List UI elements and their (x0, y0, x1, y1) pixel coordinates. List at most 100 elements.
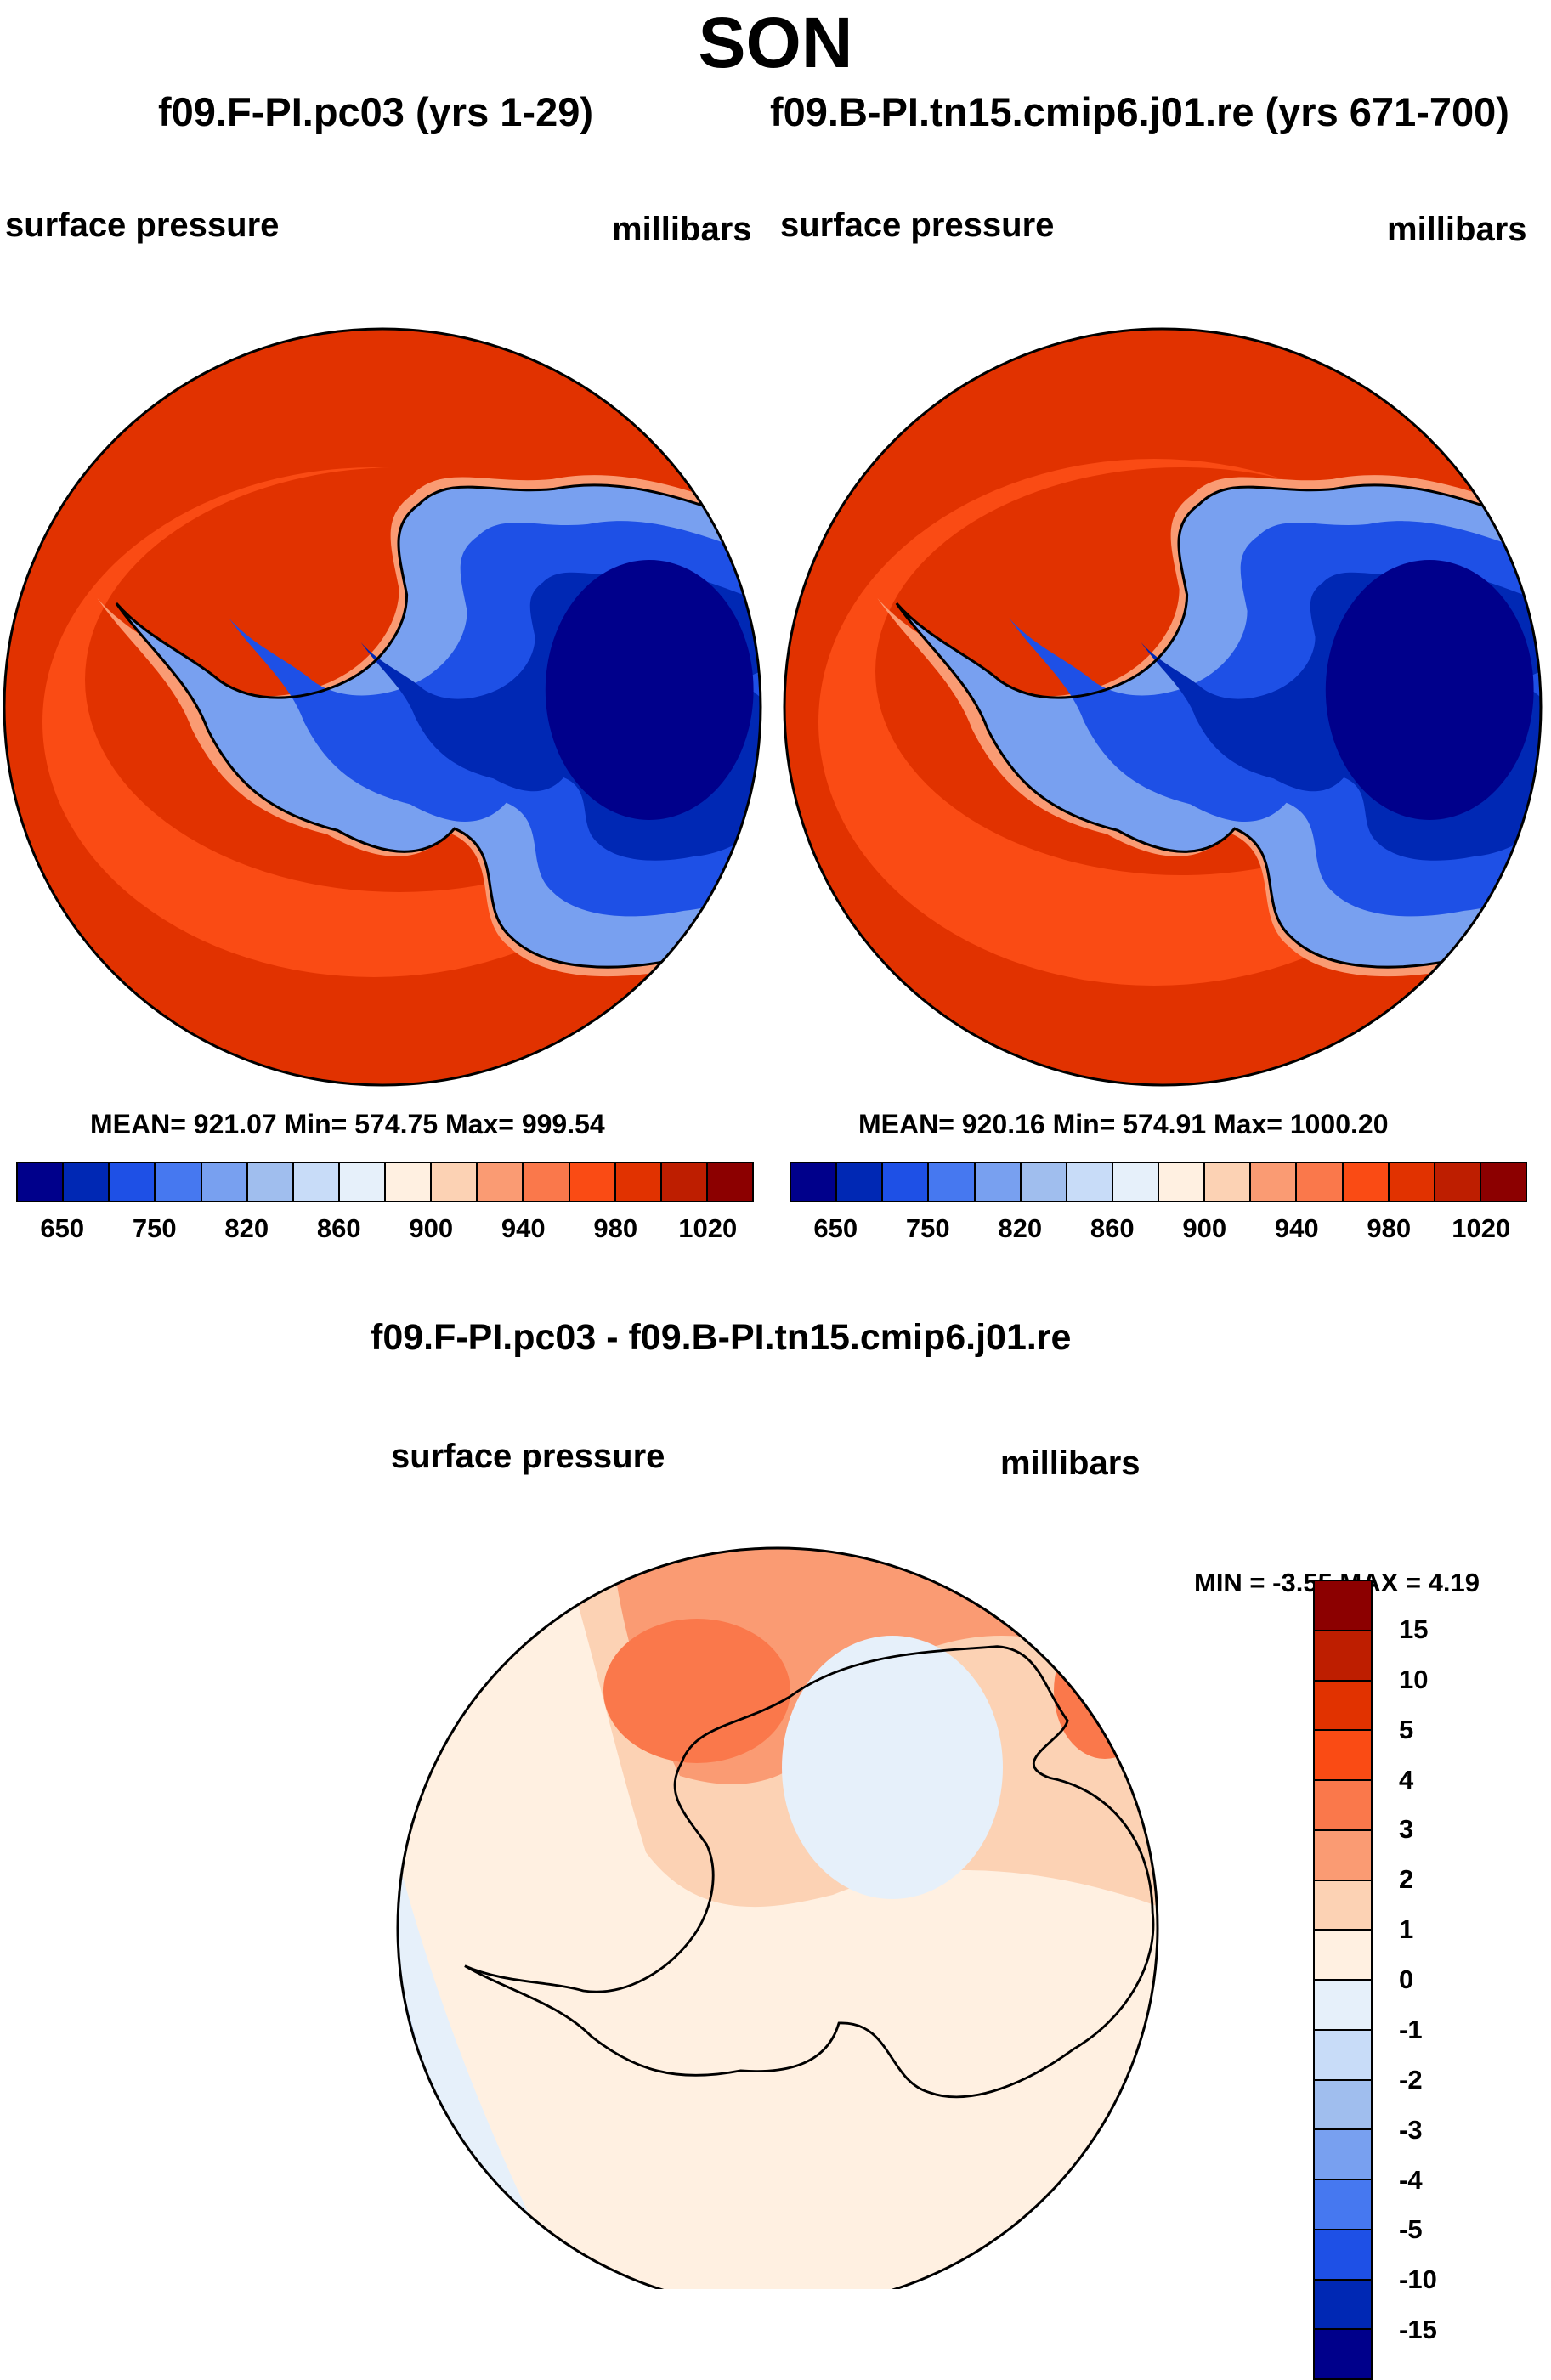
colorbar-tick-label: 650 (40, 1213, 85, 1243)
colorbar-tick-label: -5 (1399, 2214, 1423, 2245)
colorbar-segment (1315, 1830, 1371, 1881)
panel-3-map (396, 1546, 1159, 2289)
colorbar-segment (524, 1163, 570, 1201)
colorbar-segment (1435, 1163, 1481, 1201)
colorbar-tick-label: 0 (1399, 1964, 1414, 1994)
panel-2-units: millibars (1387, 211, 1527, 248)
colorbar-tick-label: 820 (224, 1213, 269, 1243)
colorbar-segment (201, 1163, 248, 1201)
colorbar-tick-label: 860 (316, 1213, 361, 1243)
colorbar-segment (156, 1163, 202, 1201)
colorbar-tick-label: 900 (1182, 1213, 1227, 1243)
panel-2-map (783, 327, 1543, 1087)
colorbar-tick-label: 2 (1399, 1864, 1414, 1895)
colorbar-segment (1315, 1781, 1371, 1831)
colorbar-tick-label: 940 (1274, 1213, 1319, 1243)
colorbar-tick-label: 15 (1399, 1614, 1429, 1644)
colorbar-segment (929, 1163, 976, 1201)
colorbar-tick-label: 650 (813, 1213, 858, 1243)
colorbar-tick-label: 1020 (678, 1213, 738, 1243)
panel-2-stats: MEAN= 920.16 Min= 574.91 Max= 1000.20 (858, 1109, 1389, 1139)
colorbar-tick-label: -1 (1399, 2014, 1423, 2044)
panel-2-title: f09.B-PI.tn15.cmip6.j01.re (yrs 671-700) (770, 89, 1509, 134)
colorbar-segment (64, 1163, 110, 1201)
colorbar-segment (661, 1163, 708, 1201)
colorbar-tick-label: -4 (1399, 2164, 1423, 2195)
colorbar-tick-label: 750 (905, 1213, 950, 1243)
panel-1-units: millibars (612, 211, 752, 248)
colorbar-3 (1313, 1580, 1373, 2380)
colorbar-tick-label: 10 (1399, 1664, 1429, 1694)
colorbar-tick-label: -10 (1399, 2264, 1437, 2295)
colorbar-segment (386, 1163, 433, 1201)
map-2-plateau-dome (1325, 560, 1534, 820)
colorbar-segment (1343, 1163, 1390, 1201)
colorbar-tick-label: 4 (1399, 1764, 1414, 1795)
panel-1-stats: MEAN= 921.07 Min= 574.75 Max= 999.54 (90, 1109, 605, 1139)
colorbar-segment (293, 1163, 340, 1201)
colorbar-tick-label: 5 (1399, 1714, 1414, 1744)
panel-1-variable: surface pressure (5, 206, 280, 244)
colorbar-segment (1315, 1981, 1371, 2031)
colorbar-tick-label: -3 (1399, 2114, 1423, 2145)
colorbar-segment (1297, 1163, 1344, 1201)
colorbar-segment (1021, 1163, 1067, 1201)
panel-1-title: f09.F-PI.pc03 (yrs 1-29) (158, 89, 593, 134)
colorbar-tick-label: -15 (1399, 2315, 1437, 2345)
colorbar-tick-label: 860 (1090, 1213, 1135, 1243)
colorbar-1 (16, 1162, 754, 1202)
colorbar-segment (615, 1163, 662, 1201)
colorbar-segment (1315, 1631, 1371, 1682)
colorbar-tick-label: 1020 (1452, 1213, 1511, 1243)
colorbar-segment (1315, 1731, 1371, 1781)
map-3-positive-east (1054, 1623, 1156, 1759)
colorbar-segment (1315, 2280, 1371, 2331)
map-canvas (3, 327, 1543, 2289)
colorbar-segment (1315, 2080, 1371, 2131)
colorbar-segment (1112, 1163, 1159, 1201)
colorbar-segment (1315, 2130, 1371, 2180)
colorbar-tick-label: 980 (1367, 1213, 1412, 1243)
colorbar-tick-label: -2 (1399, 2064, 1423, 2095)
colorbar-segment (1315, 1581, 1371, 1631)
colorbar-tick-label: 3 (1399, 1814, 1414, 1845)
panel-2-variable: surface pressure (780, 206, 1055, 244)
panel-1-map (3, 327, 762, 1087)
colorbar-tick-label: 1 (1399, 1914, 1414, 1945)
map-1-plateau-dome (545, 560, 754, 820)
colorbar-segment (478, 1163, 524, 1201)
panel-3-units: millibars (1000, 1444, 1141, 1482)
colorbar-segment (247, 1163, 294, 1201)
colorbar-segment (1205, 1163, 1252, 1201)
colorbar-segment (883, 1163, 930, 1201)
colorbar-segment (18, 1163, 65, 1201)
colorbar-2 (790, 1162, 1527, 1202)
colorbar-segment (1315, 1931, 1371, 1981)
colorbar-segment (1389, 1163, 1435, 1201)
colorbar-tick-label: 980 (593, 1213, 638, 1243)
colorbar-segment (110, 1163, 156, 1201)
panel-3-title: f09.F-PI.pc03 - f09.B-PI.tn15.cmip6.j01.… (371, 1317, 1072, 1358)
colorbar-segment (1251, 1163, 1298, 1201)
map-2-border (783, 327, 1543, 1087)
colorbar-segment (791, 1163, 838, 1201)
colorbar-tick-label: 750 (132, 1213, 177, 1243)
panel-3-variable: surface pressure (391, 1438, 665, 1475)
colorbar-tick-label: 820 (998, 1213, 1043, 1243)
colorbar-segment (1315, 1681, 1371, 1732)
colorbar-segment (1159, 1163, 1206, 1201)
colorbar-segment (1315, 2180, 1371, 2230)
map-3-negative-interior (782, 1636, 1003, 1899)
colorbar-segment (707, 1163, 752, 1201)
colorbar-segment (1480, 1163, 1526, 1201)
colorbar-segment (339, 1163, 386, 1201)
map-1-border (3, 327, 762, 1087)
map-3-positive-max (603, 1619, 790, 1763)
colorbar-segment (837, 1163, 884, 1201)
colorbar-segment (1315, 2030, 1371, 2081)
colorbar-segment (1315, 2230, 1371, 2281)
colorbar-segment (569, 1163, 616, 1201)
colorbar-segment (432, 1163, 478, 1201)
colorbar-tick-label: 940 (501, 1213, 546, 1243)
map-3-border (396, 1546, 1159, 2289)
